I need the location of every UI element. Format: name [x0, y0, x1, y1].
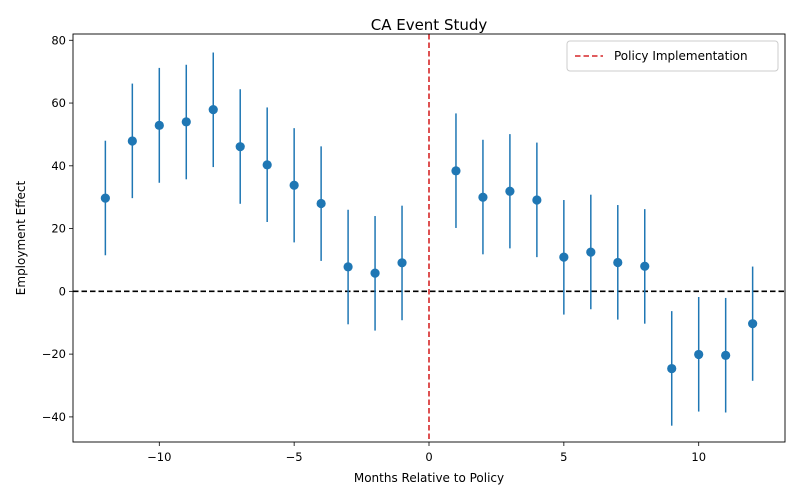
data-point	[289, 180, 299, 190]
data-point	[586, 247, 596, 257]
data-point	[640, 261, 650, 271]
data-point	[667, 363, 677, 374]
data-point	[559, 252, 569, 262]
data-point	[532, 195, 542, 205]
legend-box	[566, 40, 779, 72]
legend: Policy Implementation	[566, 40, 779, 72]
plot-area	[73, 34, 785, 442]
x-axis: −10 −5 0 5 10	[147, 442, 706, 464]
data-point	[181, 117, 191, 127]
y-tick-label: 60	[51, 96, 66, 110]
data-point	[613, 257, 623, 268]
data-point	[694, 349, 704, 360]
y-tick-label: 0	[59, 284, 66, 298]
data-point	[478, 192, 488, 202]
x-tick-label: 5	[560, 450, 567, 464]
y-tick-label: 40	[51, 159, 66, 173]
x-tick-label: −10	[147, 450, 171, 464]
data-point	[505, 186, 515, 196]
data-point	[208, 105, 218, 115]
data-point	[370, 268, 380, 278]
x-tick-label: 0	[425, 450, 432, 464]
x-tick-label: 10	[691, 450, 706, 464]
y-axis-label: Employment Effect	[14, 181, 28, 296]
data-point	[721, 350, 731, 360]
data-point	[154, 120, 164, 130]
data-point	[316, 198, 326, 209]
chart-title: CA Event Study	[371, 16, 488, 34]
data-point	[235, 142, 245, 152]
data-point	[397, 258, 407, 268]
y-tick-label: −20	[42, 347, 66, 361]
x-tick-label: −5	[286, 450, 303, 464]
y-tick-label: 20	[51, 222, 66, 236]
y-tick-label: 80	[51, 33, 66, 47]
data-point	[127, 136, 137, 146]
data-point	[262, 160, 272, 170]
data-point	[748, 319, 758, 329]
x-axis-label: Months Relative to Policy	[354, 471, 504, 485]
data-point	[343, 262, 353, 272]
y-tick-label: −40	[42, 410, 66, 424]
data-point	[451, 166, 461, 176]
data-point	[100, 193, 110, 203]
legend-policy-label: Policy Implementation	[614, 49, 748, 63]
y-axis: −40 −20 0 20 40 60 80	[42, 33, 73, 424]
